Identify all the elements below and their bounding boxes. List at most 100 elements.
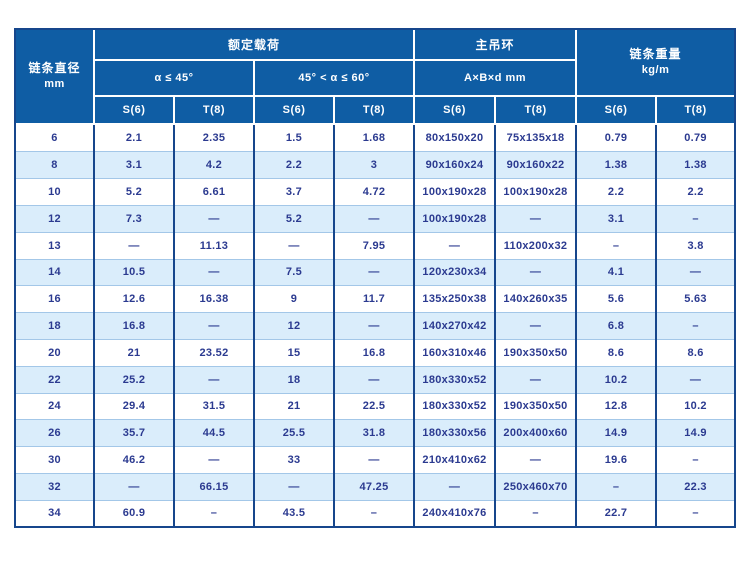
value-cell: 3.1: [94, 151, 175, 180]
table-row: 12 7.3—5.2—100x190x28—3.1–: [16, 205, 735, 233]
value-cell: 10.2: [656, 393, 735, 421]
value-cell: —: [174, 446, 255, 474]
value-cell: 25.5: [254, 419, 335, 448]
value-cell: —: [334, 446, 416, 474]
value-cell: 35.7: [94, 419, 175, 448]
header-chain-diameter-label: 链条直径: [28, 60, 81, 75]
header-chain-diameter: 链条直径 mm: [16, 30, 95, 125]
value-cell: 8.6: [656, 339, 735, 367]
value-cell: –: [656, 205, 735, 233]
value-cell: –: [656, 446, 735, 474]
value-cell: 6.61: [174, 178, 255, 206]
table-row: 10 5.2 6.61 3.7 4.72 100x190x28 100x190x28 2.2 2…: [16, 178, 735, 206]
value-cell: –: [656, 312, 735, 340]
value-cell: —: [334, 366, 416, 394]
value-cell: —: [334, 312, 416, 340]
value-cell: 7.5: [254, 259, 335, 287]
table-row: 13—11.13—7.95—110x200x32–3.8: [16, 232, 735, 260]
value-cell: 11.7: [334, 285, 416, 314]
header-grade-t8: T(8): [334, 96, 416, 125]
value-cell: 210x410x62: [414, 446, 497, 474]
value-cell: –: [576, 232, 658, 260]
value-cell: 180x330x52: [414, 393, 497, 421]
value-cell: 16.38: [174, 285, 255, 314]
header-grade-t8: T(8): [656, 96, 735, 125]
value-cell: 22.7: [576, 500, 658, 526]
diameter-cell: 20: [16, 339, 95, 367]
value-cell: 190x350x50: [495, 393, 578, 421]
header-grade-s6: S(6): [414, 96, 497, 125]
value-cell: 25.2: [94, 366, 175, 394]
value-cell: 4.72: [334, 178, 416, 206]
value-cell: 7.95: [334, 232, 416, 260]
header-grade-s6: S(6): [254, 96, 335, 125]
value-cell: 9: [254, 285, 335, 314]
table-row: 18 16.8—12—140x270x42—6.8–: [16, 312, 735, 340]
value-cell: 90x160x24: [414, 151, 497, 180]
diameter-cell: 30: [16, 446, 95, 474]
diameter-cell: 14: [16, 259, 95, 287]
diameter-cell: 10: [16, 178, 95, 206]
diameter-cell: 8: [16, 151, 95, 180]
table-row: 6 2.1 2.35 1.5 1.68 80x150x20 75x135x18 0.79 0.7…: [16, 124, 735, 153]
value-cell: 180x330x56: [414, 419, 497, 448]
diameter-cell: 18: [16, 312, 95, 340]
diameter-cell: 22: [16, 366, 95, 394]
value-cell: 5.6: [576, 285, 658, 314]
header-rated-load: 额定载荷: [94, 30, 416, 61]
header-main-ring: 主吊环: [414, 30, 578, 61]
value-cell: 250x460x70: [495, 473, 578, 501]
value-cell: —: [495, 205, 578, 233]
value-cell: 43.5: [254, 500, 335, 526]
table-body: 6 2.1 2.35 1.5 1.68 80x150x20 75x135x18 0.79 0.7…: [16, 124, 735, 526]
table-header: 链条直径 mm 额定载荷 主吊环 链条重量 kg/m α ≤ 45°: [16, 30, 735, 125]
table-row: 34 60.9–43.5–240x410x76–22.7–: [16, 500, 735, 526]
value-cell: 190x350x50: [495, 339, 578, 367]
value-cell: —: [495, 446, 578, 474]
value-cell: 1.68: [334, 124, 416, 153]
value-cell: 3.1: [576, 205, 658, 233]
header-grade-s6: S(6): [94, 96, 175, 125]
header-grade-s6: S(6): [576, 96, 658, 125]
value-cell: 80x150x20: [414, 124, 497, 153]
diameter-cell: 12: [16, 205, 95, 233]
value-cell: —: [656, 259, 735, 287]
value-cell: 22.3: [656, 473, 735, 501]
value-cell: —: [174, 259, 255, 287]
value-cell: 100x190x28: [495, 178, 578, 206]
value-cell: 1.38: [576, 151, 658, 180]
value-cell: —: [174, 205, 255, 233]
value-cell: —: [254, 473, 335, 501]
value-cell: 60.9: [94, 500, 175, 526]
header-chain-diameter-unit: mm: [44, 78, 65, 91]
value-cell: 140x270x42: [414, 312, 497, 340]
value-cell: 3: [334, 151, 416, 180]
value-cell: 0.79: [656, 124, 735, 153]
value-cell: 18: [254, 366, 335, 394]
value-cell: 10.5: [94, 259, 175, 287]
value-cell: 19.6: [576, 446, 658, 474]
value-cell: 5.63: [656, 285, 735, 314]
header-angle-45-to-60: 45° < α ≤ 60°: [254, 60, 416, 97]
value-cell: 46.2: [94, 446, 175, 474]
value-cell: 66.15: [174, 473, 255, 501]
table-row: 20 21 23.52 15 16.8 160x310x46 190x350x50 8.6 8.…: [16, 339, 735, 367]
diameter-cell: 32: [16, 473, 95, 501]
header-grade-t8: T(8): [174, 96, 255, 125]
table-row: 32—66.15—47.25—250x460x70–22.3: [16, 473, 735, 501]
value-cell: 29.4: [94, 393, 175, 421]
value-cell: —: [254, 232, 335, 260]
value-cell: 8.6: [576, 339, 658, 367]
value-cell: —: [174, 366, 255, 394]
value-cell: 12.8: [576, 393, 658, 421]
diameter-cell: 13: [16, 232, 95, 260]
value-cell: 4.2: [174, 151, 255, 180]
value-cell: 160x310x46: [414, 339, 497, 367]
header-chain-weight-unit: kg/m: [641, 64, 670, 77]
value-cell: 23.52: [174, 339, 255, 367]
value-cell: 31.5: [174, 393, 255, 421]
value-cell: —: [94, 473, 175, 501]
value-cell: 16.8: [334, 339, 416, 367]
value-cell: 11.13: [174, 232, 255, 260]
value-cell: —: [94, 232, 175, 260]
